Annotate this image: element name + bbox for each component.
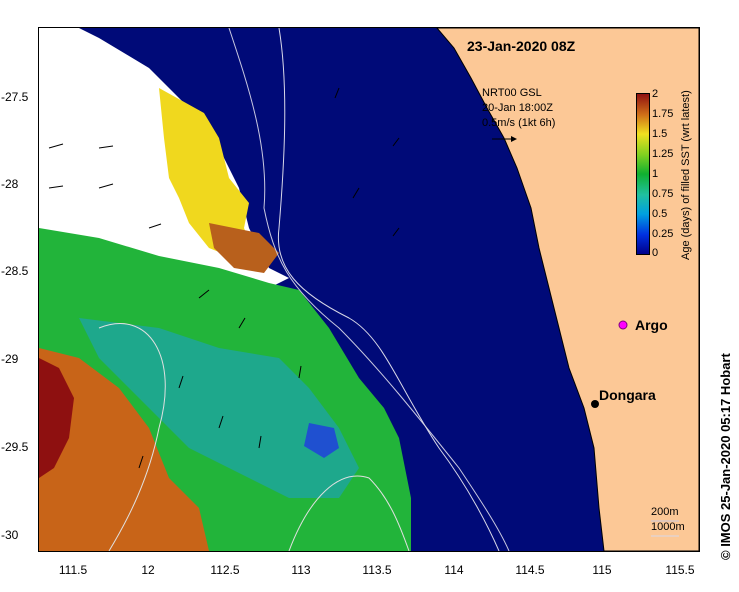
depth-legend-200m: 200m xyxy=(651,506,679,518)
x-tick-label: 114 xyxy=(444,563,464,577)
x-tick-label: 111.5 xyxy=(58,563,88,577)
x-tick-label: 113 xyxy=(291,563,311,577)
vector-legend-source: NRT00 GSL xyxy=(482,87,542,99)
argo-float-marker xyxy=(618,320,628,330)
dongara-marker xyxy=(591,400,599,408)
sst-age-map xyxy=(39,28,699,551)
sst-age-patch-blue xyxy=(304,423,339,458)
sst-age-patch-teal xyxy=(79,318,359,498)
colorbar-label: 1.75 xyxy=(652,108,674,120)
vector-legend: NRT00 GSL 20-Jan 18:00Z 0.5m/s (1kt 6h) xyxy=(482,86,555,131)
credit-text: © IMOS 25-Jan-2020 05:17 Hobart xyxy=(718,353,733,560)
argo-label: Argo xyxy=(635,317,668,333)
x-tick-label: 114.5 xyxy=(515,563,545,577)
y-tick-label: -29 xyxy=(1,352,19,366)
x-tick-label: 12 xyxy=(141,563,155,577)
colorbar-label: 1 xyxy=(652,168,659,180)
depth-contour-200m xyxy=(228,28,510,551)
colorbar-label: 0.5 xyxy=(652,208,668,220)
sst-age-patch-brown-north xyxy=(209,223,279,273)
depth-contour-south xyxy=(288,475,410,551)
map-panel[interactable] xyxy=(38,27,700,552)
vector-legend-scale: 0.5m/s (1kt 6h) xyxy=(482,117,556,129)
depth-legend: 200m 1000m xyxy=(651,505,685,535)
y-tick-label: -27.5 xyxy=(1,90,29,104)
colorbar-label: 0 xyxy=(652,247,659,259)
y-tick-label: -28.5 xyxy=(1,264,29,278)
land-mass xyxy=(436,28,699,551)
x-tick-label: 113.5 xyxy=(362,563,392,577)
map-title: 23-Jan-2020 08Z xyxy=(467,38,576,54)
depth-contour-1000m xyxy=(277,28,500,551)
current-vectors xyxy=(48,87,400,469)
vector-legend-arrowhead xyxy=(511,136,517,142)
x-tick-label: 115 xyxy=(592,563,612,577)
colorbar-label: 0.25 xyxy=(652,228,674,240)
y-tick-label: -28 xyxy=(1,177,19,191)
dongara-label: Dongara xyxy=(599,387,656,403)
y-tick-label: -30 xyxy=(1,528,19,542)
sst-age-patch-orange xyxy=(39,348,209,551)
colorbar-label: 0.75 xyxy=(652,188,674,200)
x-tick-label: 112.5 xyxy=(210,563,240,577)
y-tick-label: -29.5 xyxy=(1,440,29,454)
sst-age-patch-darkred xyxy=(39,358,74,478)
colorbar xyxy=(636,93,650,255)
colorbar-label: 1.25 xyxy=(652,148,674,160)
colorbar-label: 2 xyxy=(652,88,659,100)
colorbar-label: 1.5 xyxy=(652,128,668,140)
depth-legend-1000m: 1000m xyxy=(651,521,685,533)
sst-age-patch-yellow xyxy=(159,88,254,260)
depth-contour-shelf xyxy=(98,323,166,551)
vector-legend-time: 20-Jan 18:00Z xyxy=(482,102,553,114)
x-tick-label: 115.5 xyxy=(665,563,695,577)
colorbar-title: Age (days) of filled SST (wrt latest) xyxy=(680,90,692,260)
